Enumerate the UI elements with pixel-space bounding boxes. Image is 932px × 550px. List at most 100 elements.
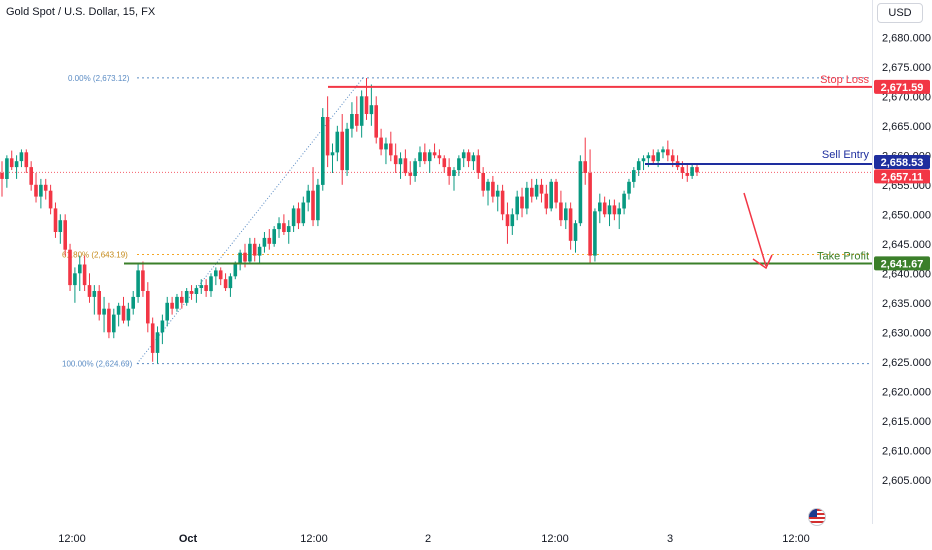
candle-body[interactable]: [432, 152, 437, 156]
candle-body[interactable]: [369, 105, 374, 115]
candle-body[interactable]: [160, 320, 165, 333]
candle-body[interactable]: [228, 276, 233, 289]
candle-body[interactable]: [447, 167, 451, 176]
candle-body[interactable]: [602, 202, 607, 215]
candle-body[interactable]: [593, 211, 597, 256]
candle-body[interactable]: [598, 202, 602, 212]
candle-body[interactable]: [539, 184, 544, 194]
candle-body[interactable]: [223, 279, 228, 289]
candle-body[interactable]: [588, 173, 592, 256]
candle-body[interactable]: [43, 184, 48, 191]
candle-body[interactable]: [19, 152, 24, 162]
candle-body[interactable]: [510, 214, 515, 227]
candle-body[interactable]: [355, 114, 359, 126]
candle-body[interactable]: [350, 114, 354, 129]
candle-body[interactable]: [666, 149, 670, 156]
candle-body[interactable]: [384, 143, 388, 150]
candle-body[interactable]: [243, 252, 247, 262]
candle-body[interactable]: [573, 223, 578, 241]
candle-body[interactable]: [486, 181, 490, 191]
candle-body[interactable]: [442, 158, 447, 168]
us-flag-icon[interactable]: [808, 508, 826, 526]
candle-body[interactable]: [73, 273, 77, 286]
candle-body[interactable]: [646, 155, 651, 159]
candle-body[interactable]: [24, 152, 29, 168]
candle-body[interactable]: [632, 170, 636, 182]
candle-body[interactable]: [379, 137, 383, 150]
candle-body[interactable]: [520, 196, 524, 209]
candle-body[interactable]: [291, 208, 296, 227]
candle-body[interactable]: [272, 229, 276, 244]
candle-body[interactable]: [141, 270, 145, 291]
candle-body[interactable]: [214, 270, 218, 277]
candle-body[interactable]: [209, 276, 213, 292]
candle-body[interactable]: [481, 173, 485, 191]
fib-trend-line[interactable]: [136, 77, 364, 364]
candle-body[interactable]: [199, 285, 204, 288]
candle-body[interactable]: [39, 184, 43, 197]
candle-body[interactable]: [393, 155, 398, 165]
candle-body[interactable]: [63, 220, 67, 250]
candle-body[interactable]: [685, 173, 690, 176]
candle-body[interactable]: [14, 161, 19, 168]
candle-body[interactable]: [568, 208, 573, 241]
candle-body[interactable]: [617, 208, 621, 215]
candle-body[interactable]: [476, 155, 481, 173]
candle-body[interactable]: [233, 264, 238, 277]
currency-button[interactable]: USD: [877, 3, 923, 23]
candle-body[interactable]: [525, 187, 529, 209]
candle-body[interactable]: [252, 243, 257, 256]
candle-body[interactable]: [170, 302, 174, 309]
candle-body[interactable]: [335, 131, 340, 153]
candle-body[interactable]: [112, 314, 116, 333]
candle-body[interactable]: [452, 170, 456, 176]
candle-body[interactable]: [194, 288, 199, 294]
candle-body[interactable]: [286, 226, 291, 232]
candle-body[interactable]: [121, 305, 126, 321]
candle-body[interactable]: [136, 270, 140, 297]
candle-body[interactable]: [578, 161, 583, 224]
candle-body[interactable]: [9, 158, 14, 168]
candle-body[interactable]: [53, 208, 58, 232]
candle-body[interactable]: [155, 332, 160, 353]
candle-body[interactable]: [301, 202, 306, 224]
candle-body[interactable]: [131, 296, 135, 309]
candle-body[interactable]: [413, 161, 417, 176]
candle-body[interactable]: [554, 181, 558, 203]
symbol-title[interactable]: Gold Spot / U.S. Dollar, 15, FX: [6, 6, 156, 18]
candle-body[interactable]: [87, 285, 92, 297]
candle-body[interactable]: [457, 158, 461, 171]
candle-body[interactable]: [248, 243, 252, 262]
candle-body[interactable]: [612, 205, 617, 215]
candle-body[interactable]: [340, 131, 344, 171]
candle-body[interactable]: [189, 291, 194, 294]
candle-body[interactable]: [325, 117, 330, 156]
candle-body[interactable]: [5, 158, 9, 179]
candle-body[interactable]: [175, 296, 179, 309]
candle-body[interactable]: [0, 173, 4, 179]
candle-body[interactable]: [398, 158, 403, 165]
candle-body[interactable]: [146, 291, 150, 324]
candle-body[interactable]: [316, 184, 320, 221]
candle-body[interactable]: [661, 149, 665, 153]
candle-body[interactable]: [491, 181, 495, 197]
candle-body[interactable]: [427, 152, 432, 162]
candle-body[interactable]: [607, 205, 612, 215]
candle-body[interactable]: [126, 308, 131, 321]
candle-body[interactable]: [505, 214, 510, 227]
candle-body[interactable]: [78, 264, 82, 274]
candle-body[interactable]: [204, 285, 208, 291]
candle-body[interactable]: [583, 161, 587, 173]
candle-body[interactable]: [296, 208, 301, 224]
candle-body[interactable]: [495, 190, 500, 197]
candle-body[interactable]: [680, 167, 685, 173]
candle-body[interactable]: [636, 161, 641, 171]
candle-body[interactable]: [656, 152, 660, 162]
candle-body[interactable]: [180, 296, 184, 303]
candle-body[interactable]: [389, 143, 393, 156]
candle-body[interactable]: [82, 264, 87, 286]
candle-body[interactable]: [403, 158, 408, 174]
candle-body[interactable]: [695, 167, 699, 173]
candle-body[interactable]: [68, 249, 72, 286]
